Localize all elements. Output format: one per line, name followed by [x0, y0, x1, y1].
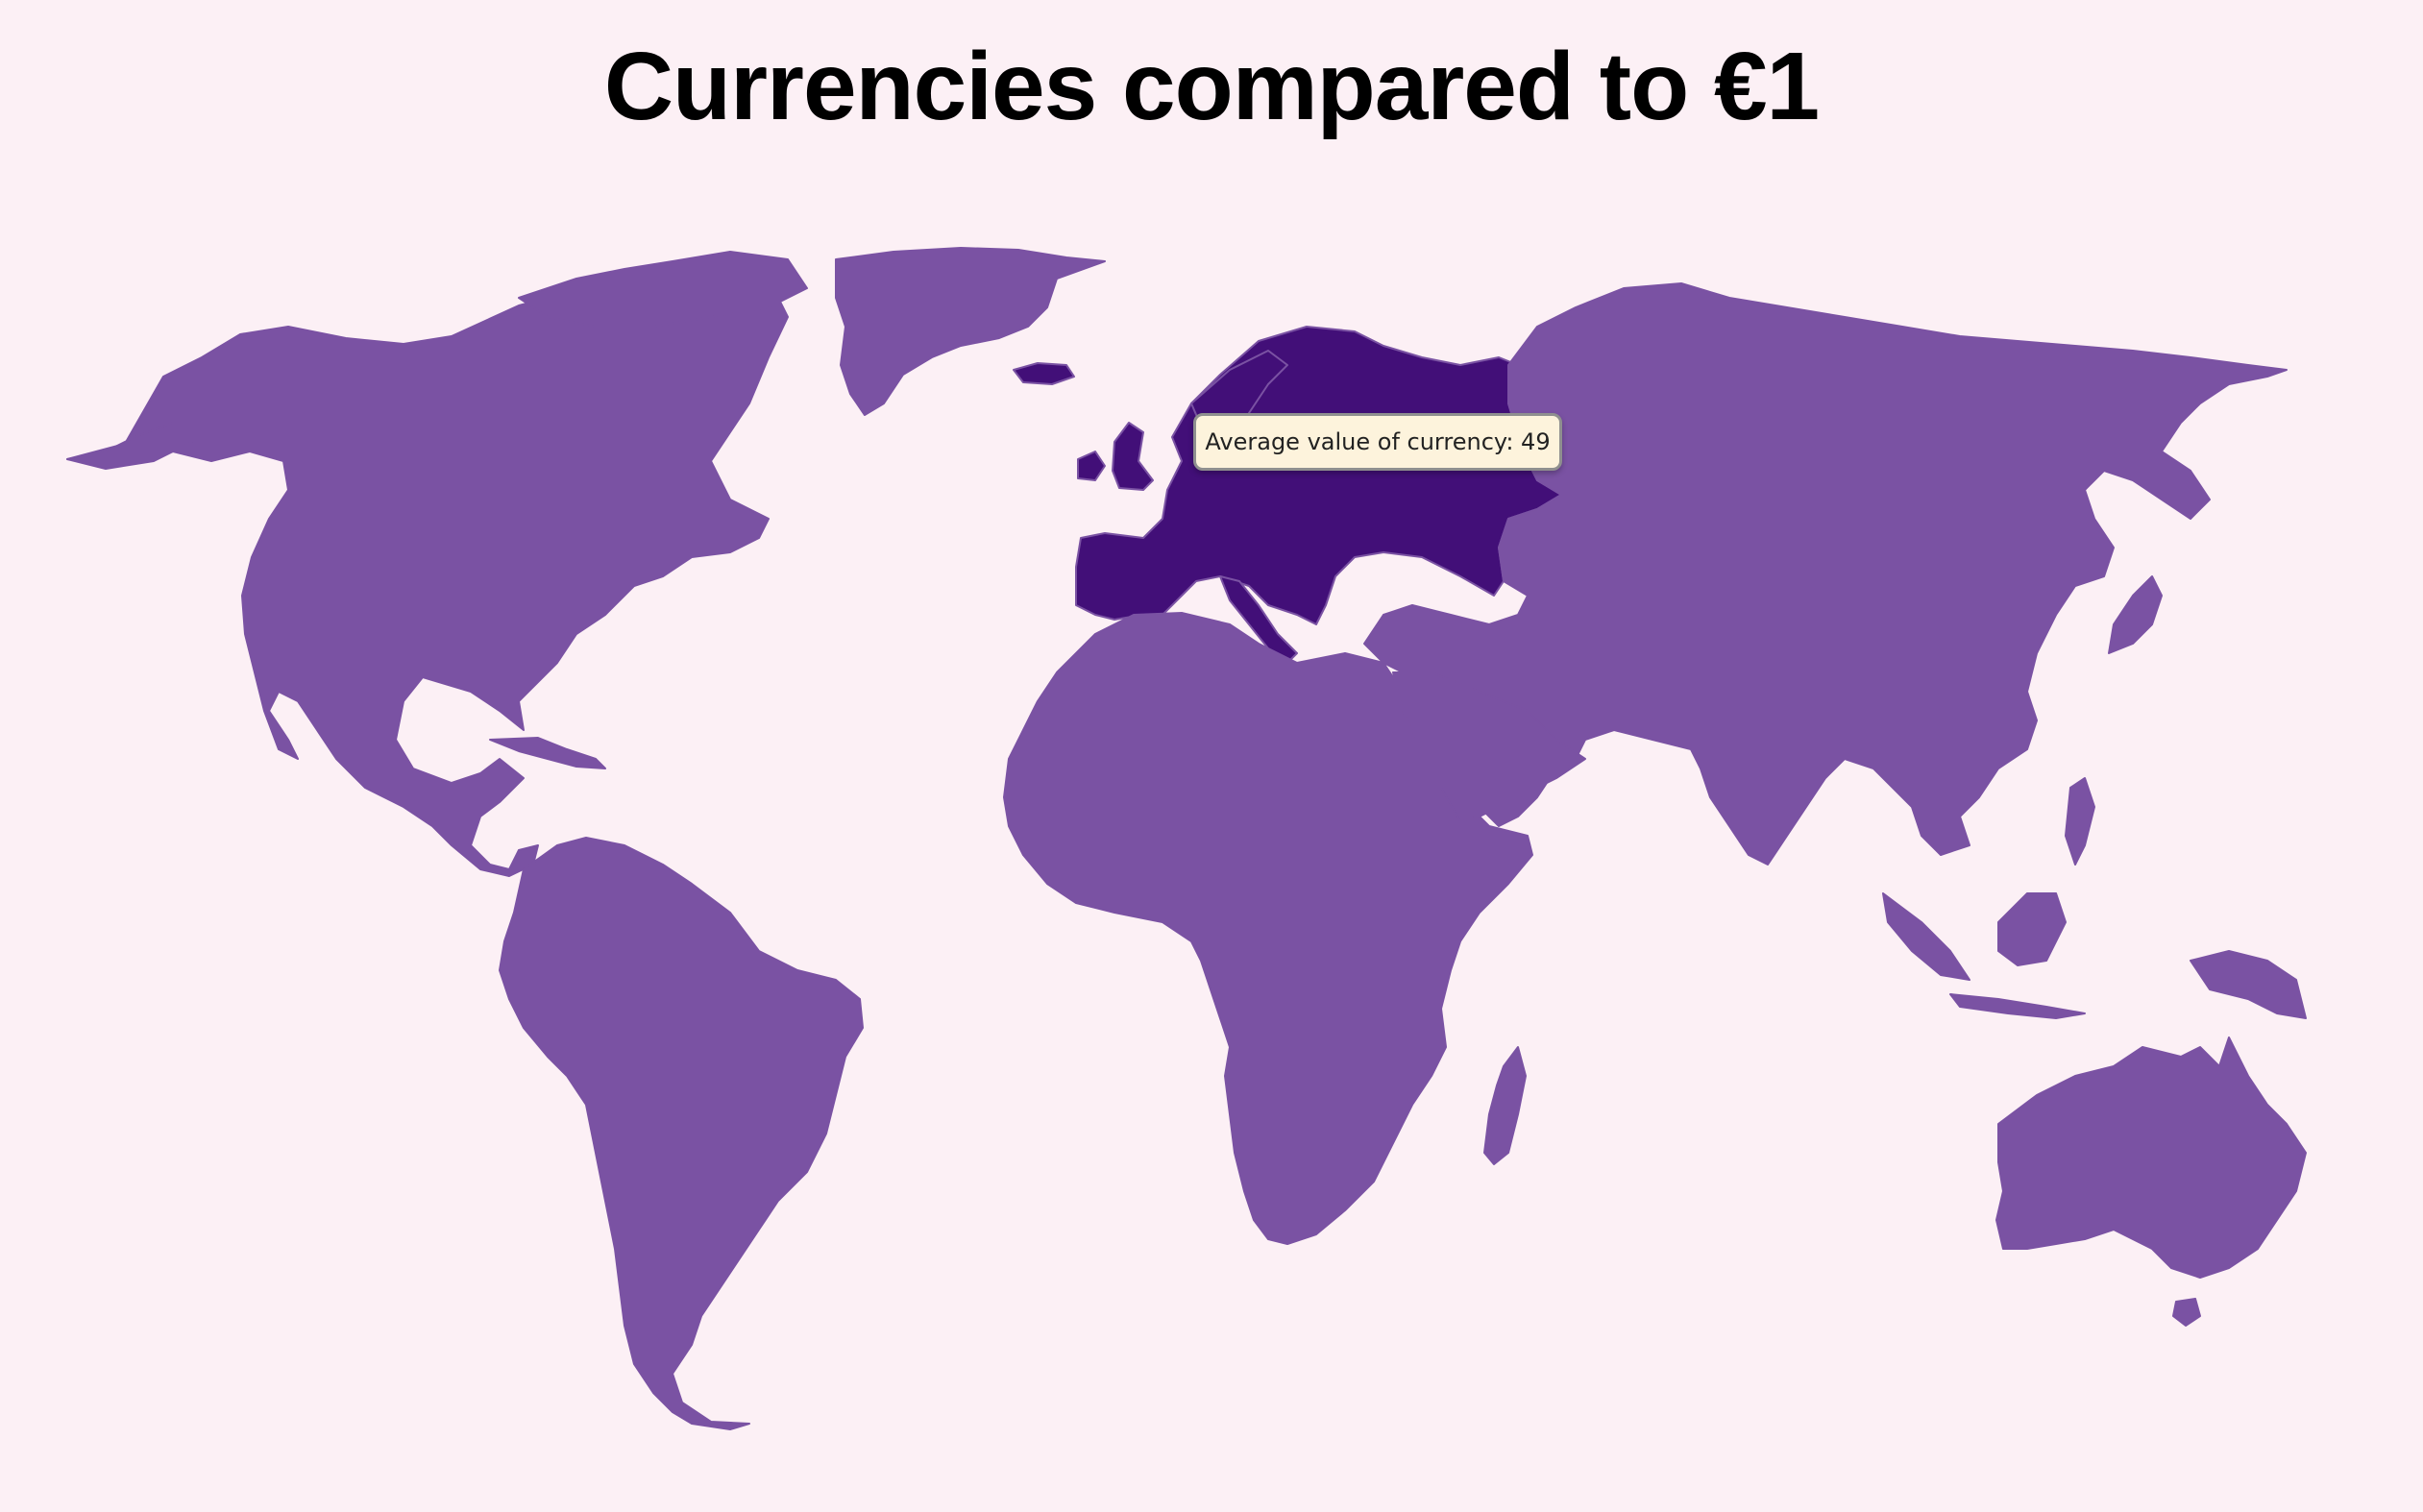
region-south-america[interactable] — [499, 837, 864, 1430]
region-caribbean[interactable] — [489, 737, 606, 769]
region-borneo[interactable] — [1997, 892, 2067, 966]
region-philippines[interactable] — [2065, 777, 2095, 866]
region-ireland[interactable] — [1077, 451, 1106, 481]
region-alaska[interactable] — [66, 422, 193, 470]
region-madagascar[interactable] — [1483, 1046, 1527, 1165]
region-arabia[interactable] — [1392, 671, 1586, 822]
region-iceland[interactable] — [1013, 362, 1075, 385]
region-java[interactable] — [1949, 993, 2086, 1019]
region-asia[interactable] — [1363, 282, 2288, 866]
region-new-guinea[interactable] — [2190, 950, 2307, 1019]
region-australia[interactable] — [1995, 1036, 2307, 1279]
region-greenland[interactable] — [835, 247, 1106, 416]
region-north-america[interactable] — [66, 266, 789, 877]
region-uk[interactable] — [1112, 422, 1154, 491]
tooltip-europe: Average value of currency: 49 — [1193, 413, 1562, 471]
region-africa[interactable] — [1003, 612, 1533, 1245]
region-arctic-islands[interactable] — [518, 251, 808, 328]
region-japan[interactable] — [2108, 575, 2163, 654]
map-title: Currencies compared to €1 — [603, 33, 1820, 140]
region-sea-islands[interactable] — [1882, 892, 1970, 981]
region-tasmania[interactable] — [2172, 1298, 2201, 1327]
region-italy[interactable] — [1219, 575, 1298, 664]
